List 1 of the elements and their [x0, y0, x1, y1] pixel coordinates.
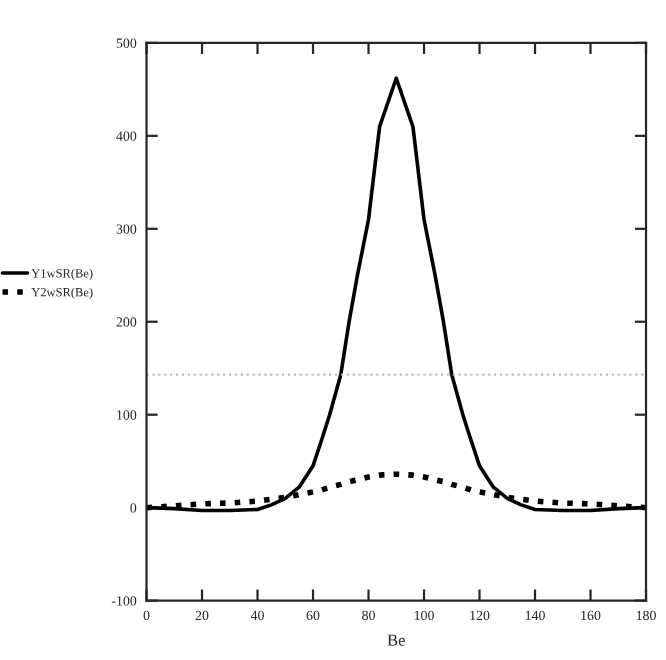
- x-axis-title: Be: [387, 634, 405, 646]
